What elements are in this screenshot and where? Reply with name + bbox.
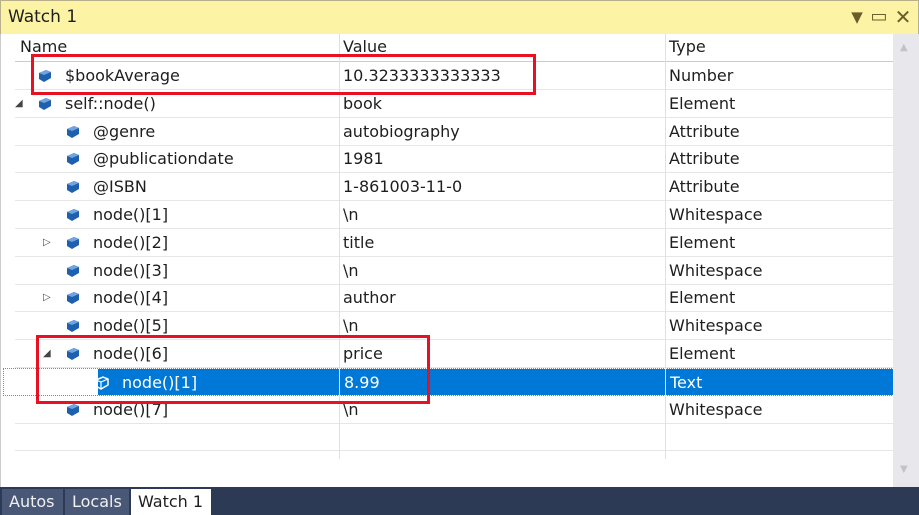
table-row[interactable]: @genre autobiography Attribute	[15, 118, 894, 146]
row-value: 10.3233333333333	[343, 66, 501, 85]
row-type: Whitespace	[669, 316, 763, 336]
row-name: node()[7]	[93, 399, 169, 419]
row-name: node()[5]	[93, 316, 169, 336]
table-row[interactable]: $bookAverage 10.3233333333333 Number	[15, 62, 894, 90]
row-name: @publicationdate	[93, 149, 234, 169]
row-type: Whitespace	[669, 399, 763, 419]
row-name: self::node()	[65, 93, 156, 113]
scroll-down-icon[interactable]: ▼	[900, 464, 908, 475]
node-icon	[65, 207, 81, 221]
row-name: @genre	[93, 121, 156, 141]
node-icon	[65, 318, 81, 333]
column-header: Name Value Type	[15, 34, 894, 62]
tab-autos[interactable]: Autos	[2, 489, 63, 515]
maximize-icon[interactable]: ▭	[870, 6, 888, 27]
row-type: Text	[670, 372, 703, 392]
tool-window-tabs: Autos Locals Watch 1	[0, 487, 919, 515]
table-row[interactable]: node()[3] \n Whitespace	[15, 257, 894, 285]
row-name: node()[1]	[93, 205, 169, 224]
row-value: \n	[343, 205, 359, 224]
table-row[interactable]: ▷ node()[2] title Element	[15, 229, 894, 257]
column-value[interactable]: Value	[343, 37, 387, 56]
row-type: Element	[669, 93, 736, 113]
collapsed-arrow-icon[interactable]: ▷	[43, 292, 51, 304]
row-value: \n	[343, 260, 359, 280]
column-divider	[339, 34, 340, 459]
vertical-scrollbar[interactable]: ▲ ▼	[893, 34, 919, 487]
dropdown-icon[interactable]: ▼	[851, 8, 863, 26]
row-type: Attribute	[669, 149, 740, 169]
table-row[interactable]: node()[5] \n Whitespace	[15, 312, 894, 341]
table-row[interactable]: node()[7] \n Whitespace	[15, 396, 894, 424]
selection-highlight	[98, 368, 893, 395]
row-value: \n	[343, 316, 359, 336]
window-titlebar: Watch 1 ▼ ▭ ✕	[0, 0, 919, 34]
watch-grid: Name Value Type $bookAverage 10.323333333…	[0, 34, 894, 487]
table-row[interactable]: ▷ node()[4] author Element	[15, 284, 894, 313]
node-icon	[65, 124, 81, 138]
row-name: node()[6]	[93, 344, 169, 363]
expanded-arrow-icon[interactable]: ◢	[43, 348, 51, 359]
row-value: 1-861003-11-0	[343, 177, 463, 197]
node-icon	[94, 375, 110, 390]
row-name: $bookAverage	[65, 66, 180, 85]
window-title: Watch 1	[8, 7, 78, 27]
row-value: book	[343, 93, 382, 113]
row-type: Whitespace	[669, 260, 763, 280]
row-type: Element	[669, 232, 736, 252]
node-icon	[65, 402, 81, 416]
row-value: \n	[343, 399, 359, 419]
node-icon	[37, 96, 53, 110]
close-icon[interactable]: ✕	[894, 5, 912, 29]
tab-locals[interactable]: Locals	[65, 489, 129, 515]
row-value: autobiography	[343, 121, 460, 141]
table-row[interactable]: ◢ self::node() book Element	[15, 90, 894, 118]
row-value: author	[343, 288, 396, 308]
node-icon	[65, 151, 81, 166]
node-icon	[65, 235, 81, 249]
row-name: node()[4]	[93, 288, 169, 308]
scroll-up-icon[interactable]: ▲	[900, 42, 908, 53]
row-value: price	[343, 344, 383, 363]
row-type: Attribute	[669, 121, 740, 141]
table-row[interactable]: @ISBN 1-861003-11-0 Attribute	[15, 173, 894, 202]
row-value: 1981	[343, 149, 384, 169]
row-type: Element	[669, 344, 736, 363]
column-name[interactable]: Name	[20, 37, 68, 56]
row-type: Whitespace	[669, 205, 763, 224]
table-row[interactable]: @publicationdate 1981 Attribute	[15, 145, 894, 174]
collapsed-arrow-icon[interactable]: ▷	[43, 236, 51, 248]
row-name: @ISBN	[93, 177, 147, 197]
node-icon	[65, 263, 81, 277]
node-icon	[65, 346, 81, 360]
expanded-arrow-icon[interactable]: ◢	[15, 97, 23, 109]
row-type: Number	[669, 66, 734, 85]
table-row[interactable]: node()[1] \n Whitespace	[15, 201, 894, 229]
table-row[interactable]: ◢ node()[6] price Element	[15, 340, 894, 368]
node-icon	[65, 290, 81, 305]
row-name: node()[2]	[93, 232, 169, 252]
node-icon	[65, 179, 81, 194]
table-row[interactable]: node()[1] 8.99 Text	[3, 367, 894, 396]
tab-watch-1[interactable]: Watch 1	[131, 489, 211, 515]
row-value: title	[343, 232, 375, 252]
row-name: node()[3]	[93, 260, 169, 280]
empty-row[interactable]	[15, 423, 894, 452]
row-name: node()[1]	[122, 372, 198, 392]
column-divider	[665, 34, 666, 459]
node-icon	[37, 68, 53, 82]
row-value: 8.99	[344, 372, 380, 392]
row-type: Attribute	[669, 177, 740, 197]
row-type: Element	[669, 288, 736, 308]
column-type[interactable]: Type	[669, 37, 706, 56]
